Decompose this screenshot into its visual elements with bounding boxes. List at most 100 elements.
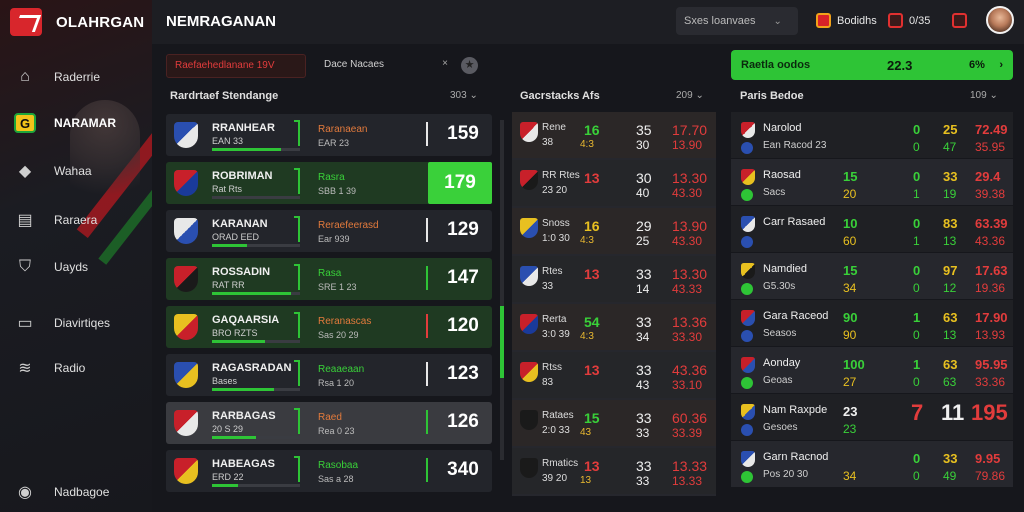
close-icon[interactable]: × <box>442 58 448 69</box>
odds-total-sub[interactable]: 79.86 <box>975 469 1006 483</box>
scrollbar-thumb[interactable] <box>500 306 504 378</box>
sidebar-item-3[interactable]: ▤ Raraera <box>14 207 97 233</box>
cta-button[interactable]: Raetla oodos 22.3 6% › <box>731 50 1013 80</box>
standings-row[interactable]: ROSSADIN RAT RR Rasa SRE 1 23 147 <box>166 258 492 300</box>
odds-total-sub[interactable]: 43.36 <box>975 234 1006 248</box>
odds-total[interactable]: 63.39 <box>975 216 1008 231</box>
odds-total-sub[interactable]: 33.36 <box>975 375 1006 389</box>
odds-value-sub[interactable]: 33.39 <box>672 426 703 440</box>
standings-row[interactable]: RARBAGAS 20 S 29 Raed Rea 0 23 126 <box>166 402 492 444</box>
odds-total[interactable]: 95.95 <box>975 357 1008 372</box>
match-row[interactable]: Rene 38 16 4:3 35 30 17.70 13.90 <box>512 112 716 158</box>
odds-total[interactable]: 17.90 <box>975 310 1008 325</box>
big-value[interactable]: 7 <box>911 400 924 425</box>
league-select[interactable]: Raefaehedlanane 19V <box>166 54 306 78</box>
odds-total-sub[interactable]: 13.93 <box>975 328 1006 342</box>
odds-value-sub[interactable]: 33.10 <box>672 378 703 392</box>
score-value[interactable]: 129 <box>447 219 479 240</box>
sidebar-item-7[interactable]: ◉ Nadbagoe <box>14 479 109 505</box>
odds-total-sub[interactable]: 39.38 <box>975 187 1006 201</box>
odds-value[interactable]: 13.36 <box>672 314 708 330</box>
star-icon[interactable]: ★ <box>461 57 478 74</box>
odds-total-sub[interactable]: 35.95 <box>975 140 1006 154</box>
sidebar-item-6[interactable]: ≋ Radio <box>14 355 85 381</box>
odds-value-sub[interactable]: 49 <box>943 469 957 483</box>
standings-row[interactable]: RAGASRADAN Bases Reaaeaan Rsa 1 20 123 <box>166 354 492 396</box>
match-row[interactable]: Rataes 2:0 33 15 43 33 33 60.36 33.39 <box>512 400 716 446</box>
score-value[interactable]: 159 <box>447 123 479 144</box>
odds-row[interactable]: Nam Raxpde Gesoes 23 23 7 11 195 <box>731 394 1013 440</box>
odds-value-sub[interactable]: 63 <box>943 375 957 389</box>
odds-value[interactable]: 13.33 <box>672 458 708 474</box>
odds-value-sub[interactable]: 47 <box>943 140 957 154</box>
brand[interactable]: OLAHRGAN <box>10 8 144 36</box>
odds-total[interactable]: 72.49 <box>975 122 1008 137</box>
odds-row[interactable]: Raosad Sacs 15 20 0 1 33 19 29.4 39.38 <box>731 159 1013 205</box>
odds-value-sub[interactable]: 43.33 <box>672 282 703 296</box>
standings-row[interactable]: KARANAN ORAD EED Reraefeerasd Ear 939 129 <box>166 210 492 252</box>
scrollbar[interactable] <box>500 120 504 460</box>
odds-value-sub[interactable]: 13.90 <box>672 138 703 152</box>
odds-value[interactable]: 83 <box>943 216 958 231</box>
match-row[interactable]: RR Rtes 23 20 13 30 40 13.30 43.30 <box>512 160 716 206</box>
big-value[interactable]: 195 <box>971 400 1008 425</box>
odds-value[interactable]: 17.70 <box>672 122 708 138</box>
left-panel-meta[interactable]: 303 ⌄ <box>450 90 478 101</box>
sidebar-item-1[interactable]: G NARAMAR <box>14 110 116 136</box>
header-stat-3[interactable] <box>952 13 967 28</box>
odds-value-sub[interactable]: 13 <box>943 328 957 342</box>
odds-value-sub[interactable]: 33.30 <box>672 330 703 344</box>
odds-value[interactable]: 33 <box>943 169 958 184</box>
score-value[interactable]: 126 <box>447 411 479 432</box>
odds-total[interactable]: 29.4 <box>975 169 1001 184</box>
odds-total[interactable]: 9.95 <box>975 451 1001 466</box>
match-row[interactable]: Rtes 33 13 33 14 13.30 43.33 <box>512 256 716 302</box>
odds-row[interactable]: Gara Raceod Seasos 90 90 1 0 63 13 17.90 13.93 <box>731 300 1013 346</box>
match-row[interactable]: Snoss 1:0 30 16 4:3 29 25 13.90 43.30 <box>512 208 716 254</box>
odds-value[interactable]: 13.30 <box>672 266 708 282</box>
odds-value[interactable]: 33 <box>943 451 958 466</box>
odds-total[interactable]: 17.63 <box>975 263 1008 278</box>
odds-value[interactable]: 63 <box>943 310 958 325</box>
odds-value[interactable]: 63 <box>943 357 958 372</box>
odds-value[interactable]: 13.90 <box>672 218 708 234</box>
odds-total-sub[interactable]: 19.36 <box>975 281 1006 295</box>
big-value[interactable]: 11 <box>941 400 965 425</box>
search-input[interactable]: Sxes loanvaes ⌄ <box>676 7 798 35</box>
standings-row[interactable]: RRANHEAR EAN 33 Raranaean EAR 23 159 <box>166 114 492 156</box>
odds-row[interactable]: Aonday Geoas 100 27 1 0 63 63 95.95 33.36 <box>731 347 1013 393</box>
standings-row[interactable]: HABEAGAS ERD 22 Rasobaa Sas a 28 340 <box>166 450 492 492</box>
score-value[interactable]: 179 <box>428 162 492 204</box>
score-value[interactable]: 120 <box>447 315 479 336</box>
sidebar-item-2[interactable]: ◆ Wahaa <box>14 158 92 184</box>
odds-value-sub[interactable]: 43.30 <box>672 186 703 200</box>
standings-row[interactable]: ROBRIMAN Rat Rts Rasra SBB 1 39 179 <box>166 162 492 204</box>
odds-value-sub[interactable]: 19 <box>943 187 957 201</box>
odds-value[interactable]: 97 <box>943 263 958 278</box>
right-panel-meta[interactable]: 109 ⌄ <box>970 90 998 101</box>
header-stat-1[interactable]: Bodidhs <box>816 13 877 28</box>
score-value[interactable]: 147 <box>447 267 479 288</box>
odds-row[interactable]: Carr Rasaed 10 60 0 1 83 13 63.39 43.36 <box>731 206 1013 252</box>
score-value[interactable]: 340 <box>447 459 479 480</box>
odds-value-sub[interactable]: 13.33 <box>672 474 703 488</box>
date-select[interactable]: Dace Nacaes × <box>318 54 456 78</box>
match-row[interactable]: Rerta 3:0 39 54 4:3 33 34 13.36 33.30 <box>512 304 716 350</box>
odds-row[interactable]: Namdied G5.30s 15 34 0 0 97 12 17.63 19.36 <box>731 253 1013 299</box>
header-stat-2[interactable]: 0/35 <box>888 13 930 28</box>
odds-value[interactable]: 13.30 <box>672 170 708 186</box>
score-value[interactable]: 123 <box>447 363 479 384</box>
avatar[interactable] <box>986 6 1014 34</box>
standings-row[interactable]: GAQAARSIA BRO RZTS Reranascas Sas 20 29 120 <box>166 306 492 348</box>
odds-value[interactable]: 43.36 <box>672 362 708 378</box>
odds-value-sub[interactable]: 12 <box>943 281 957 295</box>
odds-value[interactable]: 60.36 <box>672 410 708 426</box>
odds-value-sub[interactable]: 13 <box>943 234 957 248</box>
odds-value-sub[interactable]: 43.30 <box>672 234 703 248</box>
sidebar-item-5[interactable]: ▭ Diavirtiqes <box>14 310 110 336</box>
match-row[interactable]: Rtss 83 13 33 43 43.36 33.10 <box>512 352 716 398</box>
odds-row[interactable]: Narolod Ean Racod 23 0 0 25 47 72.49 35.95 <box>731 112 1013 158</box>
sidebar-item-0[interactable]: ⌂ Raderrie <box>14 64 100 90</box>
middle-panel-meta[interactable]: 209 ⌄ <box>676 90 704 101</box>
odds-row[interactable]: Garn Racnod Pos 20 30 34 0 0 33 49 9.95 79.86 <box>731 441 1013 487</box>
